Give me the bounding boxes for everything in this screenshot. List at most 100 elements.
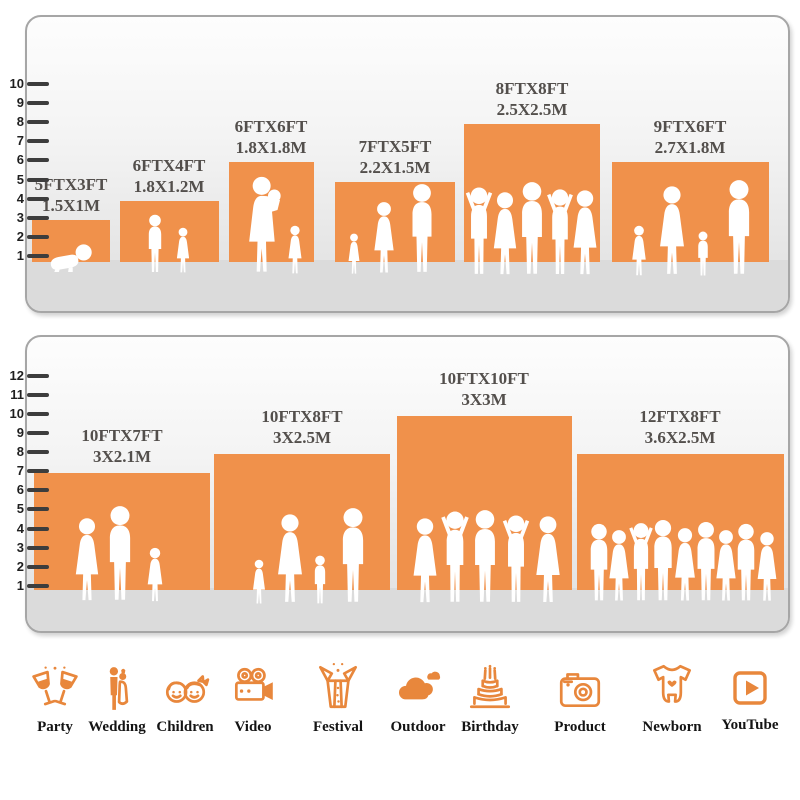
ruler-label: 2 — [16, 559, 24, 574]
category-outdoor: Outdoor — [378, 664, 458, 736]
ruler-tick — [27, 450, 49, 454]
bar-10x10 — [397, 416, 572, 590]
ruler-label: 5 — [16, 501, 24, 516]
ruler-label: 1 — [16, 248, 24, 263]
children-icon — [165, 675, 210, 703]
bar-size-m: 2.2X1.5M — [359, 158, 431, 177]
category-label: Festival — [313, 719, 363, 735]
ruler-label: 8 — [16, 114, 24, 129]
ruler-tick — [27, 546, 49, 550]
ruler-tick — [27, 393, 49, 397]
ruler-label: 6 — [16, 482, 24, 497]
bar-label-9x6: 9FTX6FT 2.7X1.8M — [605, 116, 775, 158]
bar-size-ft: 6FTX6FT — [234, 117, 308, 136]
bar-7x5 — [335, 182, 455, 262]
ruler-tick — [27, 412, 49, 416]
ruler-label: 7 — [16, 463, 24, 478]
category-festival: Festival — [298, 660, 378, 736]
ruler-label: 10 — [9, 406, 24, 421]
bar-label-10x10: 10FTX10FT 3X3M — [399, 368, 569, 410]
ruler-tick — [27, 158, 49, 162]
bar-size-ft: 8FTX8FT — [495, 79, 569, 98]
bar-size-ft: 10FTX7FT — [81, 426, 163, 445]
bar-size-ft: 10FTX8FT — [261, 407, 343, 426]
video-icon — [234, 667, 273, 701]
category-label: Outdoor — [390, 719, 446, 735]
category-wedding: Wedding — [77, 664, 157, 736]
bar-label-8x8: 8FTX8FT 2.5X2.5M — [447, 78, 617, 120]
category-label: Newborn — [642, 719, 702, 735]
ruler-label: 11 — [10, 387, 24, 402]
bar-size-m: 1.8X1.2M — [133, 177, 205, 196]
ruler-label: 3 — [16, 210, 24, 225]
bar-size-ft: 5FTX3FT — [34, 175, 108, 194]
ruler-tick — [27, 178, 49, 182]
ruler-tick — [27, 120, 49, 124]
category-label: Birthday — [461, 719, 519, 735]
bar-label-6x4: 6FTX4FT 1.8X1.2M — [84, 155, 254, 197]
product-icon — [559, 673, 601, 708]
bar-size-m: 1.5X1M — [41, 196, 101, 215]
bar-size-ft: 6FTX4FT — [132, 156, 206, 175]
ruler-label: 4 — [16, 521, 24, 536]
bar-size-m: 3.6X2.5M — [644, 428, 716, 447]
festival-icon — [318, 663, 358, 709]
ruler-label: 12 — [9, 368, 24, 383]
category-party: Party — [15, 664, 95, 736]
ruler-label: 2 — [16, 229, 24, 244]
ruler-label: 7 — [16, 133, 24, 148]
category-product: Product — [540, 664, 620, 736]
ruler-label: 8 — [16, 444, 24, 459]
bar-size-m: 3X2.1M — [92, 447, 152, 466]
ruler-tick — [27, 527, 49, 531]
ruler-tick — [27, 374, 49, 378]
panel-floor — [27, 588, 788, 631]
ruler-label: 1 — [16, 578, 24, 593]
bar-label-6x6: 6FTX6FT 1.8X1.8M — [186, 116, 356, 158]
outdoor-icon — [398, 671, 441, 700]
category-label: Video — [234, 719, 272, 735]
ruler-tick — [27, 101, 49, 105]
bar-10x8 — [214, 454, 390, 590]
bar-label-5x3: 5FTX3FT 1.5X1M — [27, 174, 156, 216]
ruler-tick — [27, 139, 49, 143]
bar-9x6 — [612, 162, 769, 262]
wedding-icon — [109, 667, 129, 710]
bar-size-ft: 7FTX5FT — [358, 137, 432, 156]
category-label: Product — [554, 719, 606, 735]
ruler-tick — [27, 254, 49, 258]
bar-size-ft: 10FTX10FT — [439, 369, 529, 388]
bar-10x7 — [34, 473, 210, 590]
bar-size-m: 3X2.5M — [272, 428, 332, 447]
ruler-tick — [27, 507, 49, 511]
bar-size-m: 2.7X1.8M — [654, 138, 726, 157]
ruler-label: 6 — [16, 152, 24, 167]
panel-large: 10FTX7FT 3X2.1M 10FTX8FT 3X2.5M 10FTX10F… — [25, 335, 790, 633]
ruler-tick — [27, 584, 49, 588]
ruler-tick — [27, 565, 49, 569]
category-birthday: Birthday — [450, 660, 530, 736]
ruler-tick — [27, 469, 49, 473]
bar-label-7x5: 7FTX5FT 2.2X1.5M — [310, 136, 480, 178]
category-label: Wedding — [88, 719, 146, 735]
ruler-label: 5 — [16, 172, 24, 187]
bar-6x4 — [120, 201, 219, 262]
bar-size-m: 2.5X2.5M — [496, 100, 568, 119]
bar-size-m: 3X3M — [461, 390, 507, 409]
panel-small-medium: 5FTX3FT 1.5X1M 6FTX4FT 1.8X1.2M 6FTX6FT … — [25, 15, 790, 313]
ruler-tick — [27, 235, 49, 239]
category-label: YouTube — [721, 717, 779, 733]
youtube-icon — [733, 671, 767, 705]
party-icon — [32, 666, 78, 706]
ruler-tick — [27, 431, 49, 435]
category-label: Children — [156, 719, 214, 735]
ruler-tick — [27, 82, 49, 86]
ruler-tick — [27, 488, 49, 492]
ruler-label: 9 — [16, 425, 24, 440]
ruler-tick — [27, 197, 49, 201]
panel-floor — [27, 260, 788, 311]
category-newborn: Newborn — [632, 660, 712, 736]
bar-8x8 — [464, 124, 600, 262]
ruler-label: 4 — [16, 191, 24, 206]
birthday-icon — [469, 664, 511, 709]
